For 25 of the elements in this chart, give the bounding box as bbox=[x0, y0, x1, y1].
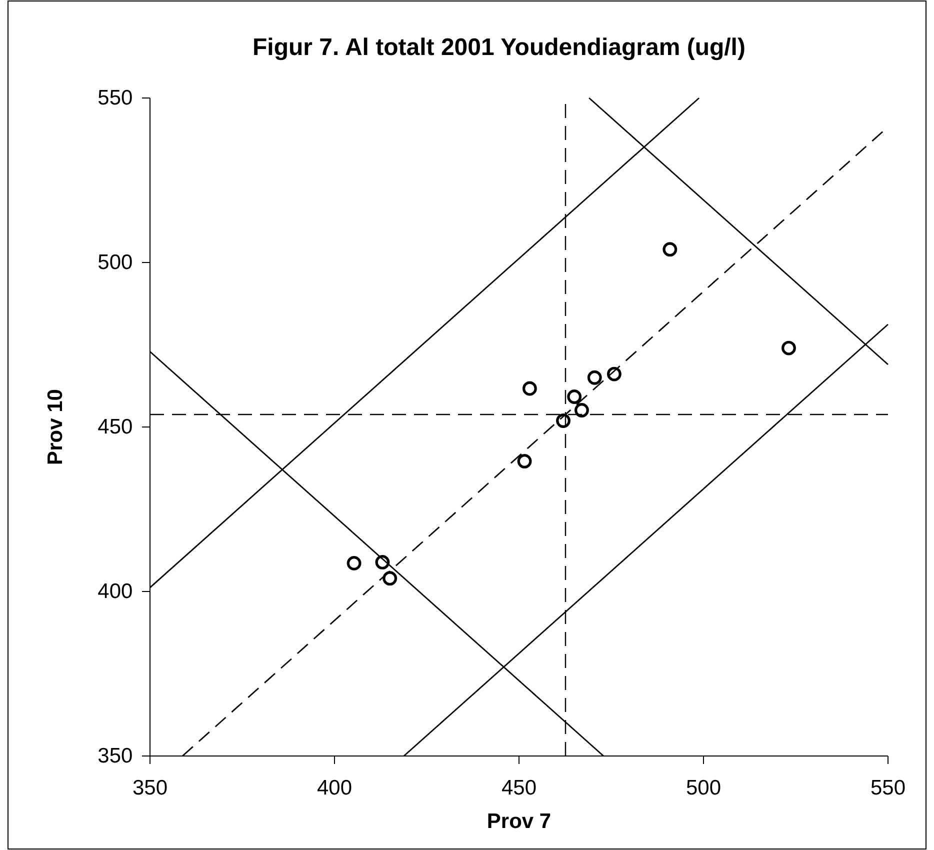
point bbox=[556, 414, 570, 428]
chart-title: Figur 7. Al totalt 2001 Youdendiagram (ug/l) bbox=[252, 34, 746, 61]
x-tick-label: 550 bbox=[870, 776, 906, 800]
point bbox=[517, 454, 532, 468]
point bbox=[375, 555, 390, 570]
y-tick-label: 400 bbox=[98, 580, 133, 604]
point bbox=[587, 370, 602, 385]
point bbox=[346, 556, 362, 570]
x-tick-label: 500 bbox=[686, 776, 722, 800]
point bbox=[782, 340, 796, 356]
point bbox=[567, 390, 582, 404]
y-tick-label: 450 bbox=[98, 416, 133, 439]
x-tick-label: 400 bbox=[316, 776, 352, 800]
point bbox=[382, 571, 398, 586]
point bbox=[662, 242, 678, 257]
point bbox=[574, 403, 589, 418]
x-tick-label: 350 bbox=[132, 776, 168, 800]
point bbox=[606, 366, 622, 382]
y-tick-label: 500 bbox=[98, 251, 133, 274]
y-axis-title: Prov 10 bbox=[44, 389, 67, 465]
x-axis-title: Prov 7 bbox=[486, 810, 552, 833]
y-tick-label: 350 bbox=[98, 744, 133, 768]
y-tick-label: 550 bbox=[98, 86, 133, 110]
point bbox=[522, 381, 537, 396]
x-tick-label: 450 bbox=[501, 776, 537, 800]
